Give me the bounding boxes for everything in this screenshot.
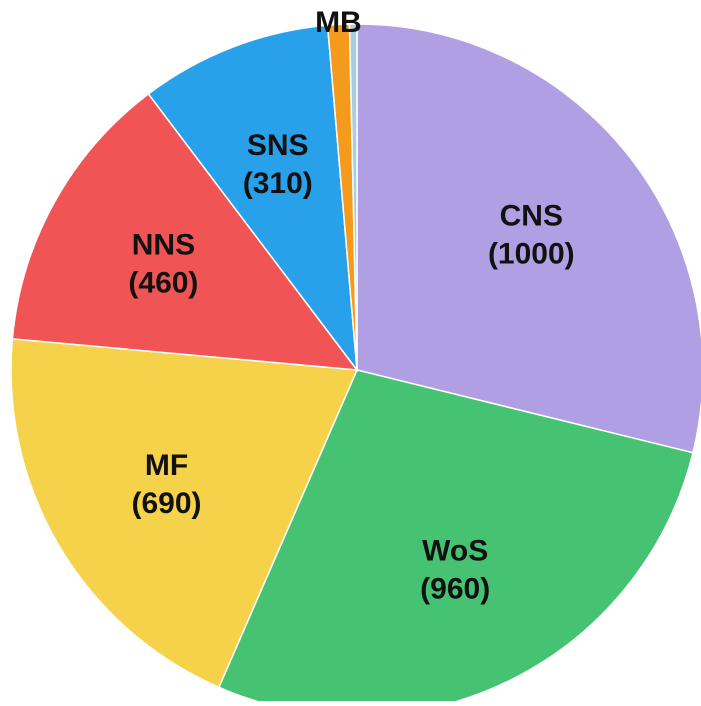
pie-slice <box>348 23 358 371</box>
slice-label: CNS (1000) <box>488 199 575 270</box>
slice-label: SNS (310) <box>243 129 313 200</box>
slice-label: NNS (460) <box>128 228 198 299</box>
slice-name: WoS <box>422 534 488 567</box>
slice-name: SNS <box>247 129 309 162</box>
slice-value: (1000) <box>488 237 575 270</box>
slice-label: WoS (960) <box>420 534 490 605</box>
slice-value: (310) <box>243 167 313 200</box>
slice-label: MF (690) <box>131 449 201 520</box>
pie-slice <box>147 24 358 373</box>
pie-slice <box>10 338 359 689</box>
slice-value: (960) <box>420 572 490 605</box>
slice-value: (690) <box>131 487 201 520</box>
slice-name: MF <box>145 449 188 482</box>
slice-name: MB <box>315 6 362 39</box>
slice-label: MB <box>315 6 362 39</box>
pie-slice <box>11 92 359 371</box>
pie-slice <box>356 23 701 454</box>
slice-name: NNS <box>132 228 195 261</box>
slice-name: CNS <box>500 199 563 232</box>
slice-value: (460) <box>128 266 198 299</box>
pie-slice <box>217 369 694 706</box>
